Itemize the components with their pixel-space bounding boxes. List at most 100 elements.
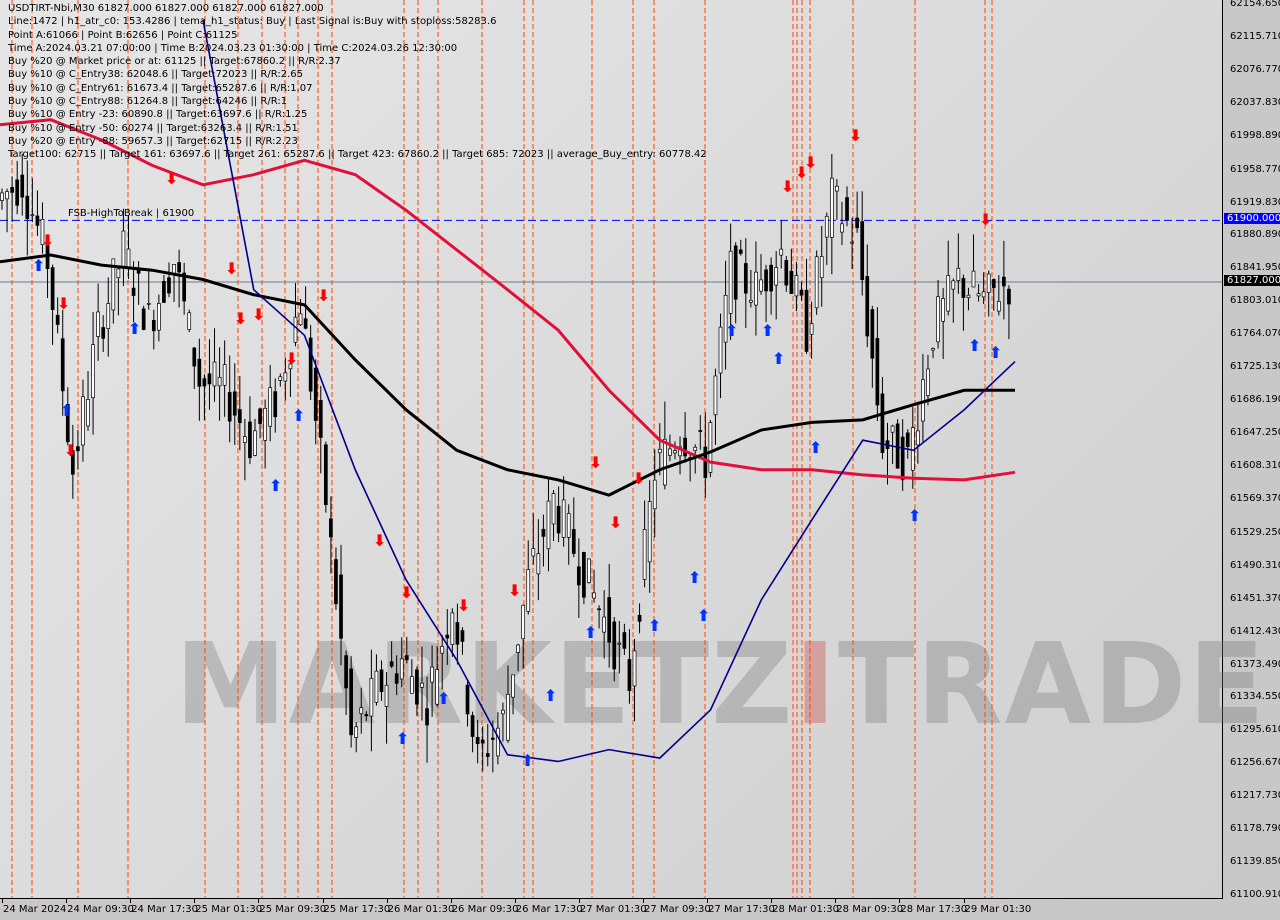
info-line: Buy %10 @ C_Entry38: 62048.6 || Target:7…	[8, 69, 303, 81]
candle-body	[323, 444, 328, 506]
sell-arrow-icon: ⬇	[252, 305, 265, 324]
candle-body	[516, 644, 520, 653]
x-tick	[899, 898, 901, 903]
candle-body	[273, 391, 278, 418]
candle-body	[703, 446, 708, 478]
candle-body	[430, 666, 434, 683]
candle-body	[511, 674, 515, 698]
info-line: Buy %20 @ Market price or at: 61125 || T…	[8, 56, 341, 68]
candle-body	[835, 185, 839, 192]
candle-body	[819, 256, 824, 279]
buy-arrow-icon: ⬆	[292, 406, 305, 425]
buy-arrow-icon: ⬆	[32, 256, 45, 275]
candle-body	[657, 448, 662, 454]
x-tick	[450, 898, 452, 903]
y-tick-label: 61412.430	[1230, 625, 1280, 637]
x-tick-label: 29 Mar 01:30	[964, 904, 1032, 915]
candle-body	[81, 396, 85, 446]
candle-body	[141, 308, 146, 330]
x-tick	[771, 898, 773, 903]
candle-body	[192, 347, 197, 367]
candle-body	[829, 177, 834, 238]
candle-body	[926, 368, 930, 396]
candle-body	[794, 275, 799, 297]
candle-body	[1002, 276, 1006, 287]
candle-body	[637, 615, 642, 622]
sell-arrow-icon: ⬇	[609, 513, 622, 532]
candle-body	[759, 279, 763, 292]
indicator-info-panel: USDTIRT-Nbi,M30 61827.000 61827.000 6182…	[8, 2, 707, 162]
sell-arrow-icon: ⬇	[317, 286, 330, 305]
y-tick-label: 61334.550	[1230, 691, 1280, 703]
y-tick-label: 61803.010	[1230, 295, 1280, 307]
candle-body	[334, 559, 338, 605]
candle-body	[20, 174, 25, 198]
info-line: Buy %10 @ Entry -23: 60890.8 || Target:6…	[8, 109, 308, 121]
candle-body	[470, 715, 475, 737]
buy-arrow-icon: ⬆	[648, 616, 661, 635]
candle-body	[845, 197, 849, 221]
sell-arrow-icon: ⬇	[165, 169, 178, 188]
buy-arrow-icon: ⬆	[437, 689, 450, 708]
candle-body	[480, 739, 485, 744]
chart-plot-area[interactable]	[0, 0, 1223, 899]
sell-arrow-icon: ⬇	[400, 583, 413, 602]
candle-body	[789, 270, 794, 295]
current-price-badge: 61827.000	[1224, 275, 1280, 287]
sell-arrow-icon: ⬇	[508, 581, 521, 600]
candle-body	[556, 505, 561, 534]
buy-arrow-icon: ⬆	[697, 606, 710, 625]
x-tick-label: 27 Mar 17:30	[708, 904, 775, 915]
candle-body	[991, 279, 996, 288]
y-tick-label: 61529.250	[1230, 526, 1280, 538]
candle-body	[5, 191, 9, 200]
candle-body	[374, 670, 379, 703]
candle-body	[182, 272, 187, 302]
candle-body	[496, 727, 500, 757]
candle-body	[647, 501, 652, 563]
candle-body	[749, 300, 753, 303]
candle-body	[890, 425, 895, 433]
candle-body	[475, 736, 480, 745]
candle-body	[399, 658, 404, 680]
candle-body	[587, 558, 591, 584]
info-line: Time A:2024.03.21 07:00:00 | Time B:2024…	[8, 42, 458, 54]
candle-body	[799, 289, 804, 296]
candle-body	[526, 569, 531, 612]
y-tick-label: 61451.370	[1230, 592, 1280, 604]
candle-body	[582, 552, 586, 598]
buy-arrow-icon: ⬆	[968, 336, 981, 355]
candle-body	[177, 262, 181, 273]
candle-body	[60, 338, 65, 392]
candle-body	[622, 632, 627, 649]
x-tick	[707, 898, 709, 903]
blue-moving-average-line	[202, 19, 1016, 763]
candle-body	[202, 378, 207, 387]
watermark-logo: MARKETZITRADE	[175, 620, 1267, 750]
x-tick	[386, 898, 388, 903]
x-tick-label: 26 Mar 09:30	[451, 904, 519, 915]
candle-body	[465, 684, 470, 715]
chart-svg: ⬆⬆⬆⬆⬆⬆⬆⬆⬆⬆ ⬆⬆⬆⬆ ⬆⬆⬆⬆⬆ ⬆⬇⬇⬇⬇⬇⬇ ⬇⬇⬇⬇⬇⬇⬇⬇⬇⬇⬇⬇⬇⬇…	[0, 0, 1222, 898]
info-line: Target100: 62715 || Target 161: 63697.6 …	[8, 149, 707, 161]
candle-body	[576, 566, 581, 586]
buy-arrow-icon: ⬆	[809, 438, 822, 457]
candle-body	[415, 669, 419, 705]
candle-body	[490, 737, 495, 740]
candle-body	[172, 264, 176, 274]
candle-body	[607, 597, 612, 643]
buy-arrow-icon: ⬆	[396, 729, 409, 748]
buy-arrow-icon: ⬆	[521, 751, 534, 770]
candle-body	[774, 267, 779, 286]
candle-body	[460, 630, 465, 642]
candle-body	[673, 450, 677, 454]
info-line: Line:1472 | h1_atr_c0: 153.4286 | tema_h…	[8, 16, 497, 28]
candle-body	[718, 326, 723, 374]
y-tick-label: 61880.890	[1230, 229, 1280, 241]
candle-body	[364, 714, 369, 717]
candle-body	[91, 344, 95, 399]
candle-body	[743, 263, 748, 294]
candle-body	[55, 314, 60, 325]
candle-body	[157, 303, 161, 331]
candle-body	[404, 655, 409, 661]
